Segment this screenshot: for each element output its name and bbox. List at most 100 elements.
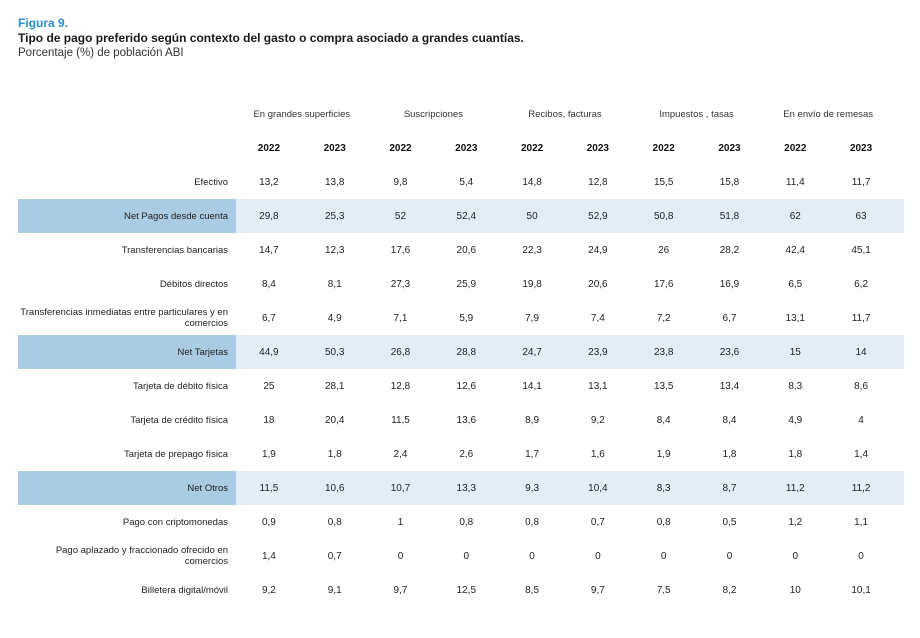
table-cell: 14,8 (522, 176, 542, 188)
row-label: Net Tarjetas (18, 335, 236, 369)
table-cell: 0,8 (327, 516, 342, 528)
table-cell: 13,2 (259, 176, 279, 188)
table-cell: 52,9 (588, 210, 608, 222)
table-cell: 10,1 (851, 584, 871, 596)
table-cell: 1 (397, 516, 404, 528)
table-cell: 24,7 (522, 346, 542, 358)
table-cell: 1,4 (854, 448, 869, 460)
table-cell: 10,7 (390, 482, 411, 494)
subtotal-row: Net Otros 11,5 10,6 10,7 13,3 9,3 10,4 8,3 8,7 11… (18, 471, 904, 505)
row-label: Billetera digital/móvil (141, 584, 228, 596)
table-cell: 12,8 (390, 380, 411, 392)
table-cell: 11,4 (785, 176, 805, 188)
table-cell: 12,8 (588, 176, 608, 188)
row-label: Net Otros (18, 471, 236, 505)
table-cell: 8,7 (722, 482, 737, 494)
table-row: Tarjeta de débito física 25 28,1 12,8 12,6 14… (18, 369, 904, 403)
year-header: 2022 (257, 142, 281, 154)
table-cell: 0 (529, 550, 535, 562)
subtotal-row: Net Pagos desde cuenta 29,8 25,3 52 52,4 50 52… (18, 199, 904, 233)
figure-header: Figura 9. Tipo de pago preferido según c… (18, 17, 524, 60)
table-row: Tarjeta de prepago física 1,9 1,8 2,4 2,6 1,7… (18, 437, 904, 471)
table-cell: 11,7 (851, 176, 871, 188)
table-cell: 11,5 (391, 414, 410, 426)
table-row: Pago aplazado y fraccionado ofrecido en … (18, 539, 904, 573)
subtotal-row: Net Tarjetas 44,9 50,3 26,8 28,8 24,7 23,9 23,8… (18, 335, 904, 369)
table-cell: 2,6 (459, 448, 474, 460)
table-cell: 5,4 (459, 176, 474, 188)
table-cell: 0 (858, 550, 864, 562)
table-row: Tarjeta de crédito física 18 20,4 11,5 13,6 8… (18, 403, 904, 437)
table-cell: 0 (792, 550, 799, 562)
table-cell: 18 (263, 414, 275, 426)
table-cell: 0,5 (722, 516, 737, 528)
table-cell: 1,2 (788, 516, 803, 528)
table-cell: 13,4 (719, 380, 740, 392)
table-cell: 12,5 (456, 584, 477, 596)
row-label: Pago con criptomonedas (122, 516, 228, 528)
figure-subtitle: Porcentaje (%) de población ABI (18, 47, 184, 59)
table-cell: 13,6 (456, 414, 477, 426)
year-header: 2023 (718, 142, 741, 154)
year-header: 2022 (520, 142, 544, 154)
table-cell: 7,1 (393, 312, 408, 324)
table-cell: 45,1 (851, 244, 871, 256)
table-cell: 11,5 (259, 482, 279, 494)
row-label: Tarjeta de débito física (132, 380, 228, 392)
table-cell: 12,6 (456, 380, 477, 392)
table-cell: 13,1 (588, 380, 608, 392)
table-cell: 13,3 (456, 482, 477, 494)
table-cell: 19,8 (522, 278, 542, 290)
table-cell: 12,3 (324, 244, 345, 256)
group-header: Suscripciones (403, 108, 463, 120)
table-cell: 9,3 (525, 482, 540, 494)
table-cell: 20,4 (324, 414, 345, 426)
table-cell: 0 (463, 550, 470, 562)
year-header: 2022 (784, 142, 807, 154)
year-header: 2023 (849, 142, 873, 154)
table-row: Débitos directos 8,4 8,1 27,3 25,9 19,8 20,6 17… (18, 267, 904, 301)
table-cell: 15 (789, 346, 801, 358)
year-header: 2023 (586, 142, 609, 154)
table-cell: 15,5 (653, 176, 674, 188)
table-cell: 8,4 (722, 414, 737, 426)
payment-table: En grandes superficies Suscripciones Recib… (18, 97, 904, 607)
table-cell: 1,1 (854, 516, 869, 528)
table-cell: 1,8 (722, 448, 737, 460)
row-label: Débitos directos (159, 278, 228, 290)
table-cell: 7,4 (590, 312, 605, 324)
table-cell: 13,8 (324, 176, 345, 188)
table-cell: 27,3 (390, 278, 411, 290)
table-cell: 0,8 (459, 516, 474, 528)
table-cell: 50 (526, 210, 538, 222)
table-cell: 8,3 (788, 380, 803, 392)
table-cell: 8,3 (656, 482, 671, 494)
table-row: Transferencias bancarias 14,7 12,3 17,6 20,6… (18, 233, 904, 267)
year-header-row: 2022 2023 2022 2023 2022 2023 2022 2023 2022 2023 (18, 131, 904, 165)
table-cell: 8,2 (722, 584, 737, 596)
table-cell: 11,2 (785, 482, 805, 494)
table-cell: 9,8 (393, 176, 408, 188)
row-label: Tarjeta de crédito física (130, 414, 228, 426)
table-cell: 0,9 (261, 516, 276, 528)
table-cell: 8,4 (261, 278, 276, 290)
table-cell: 44,9 (259, 346, 279, 358)
table-cell: 7,2 (656, 312, 671, 324)
table-cell: 9,7 (393, 584, 408, 596)
table-cell: 52,4 (456, 210, 477, 222)
table-cell: 63 (855, 210, 867, 222)
table-cell: 9,7 (590, 584, 605, 596)
table-cell: 11,7 (851, 312, 871, 324)
table-cell: 0,8 (525, 516, 540, 528)
table-cell: 1,4 (261, 550, 276, 562)
table-cell: 50,3 (324, 346, 345, 358)
table-cell: 1,7 (525, 448, 540, 460)
table-cell: 8,1 (327, 278, 342, 290)
table-cell: 13,1 (785, 312, 805, 324)
table-cell: 4 (858, 414, 864, 426)
row-label: Transferencias inmediatas entre particul… (20, 307, 228, 329)
table-cell: 24,9 (588, 244, 608, 256)
year-header: 2022 (652, 142, 675, 154)
table-cell: 1,6 (590, 448, 605, 460)
table-cell: 1,8 (327, 448, 342, 460)
